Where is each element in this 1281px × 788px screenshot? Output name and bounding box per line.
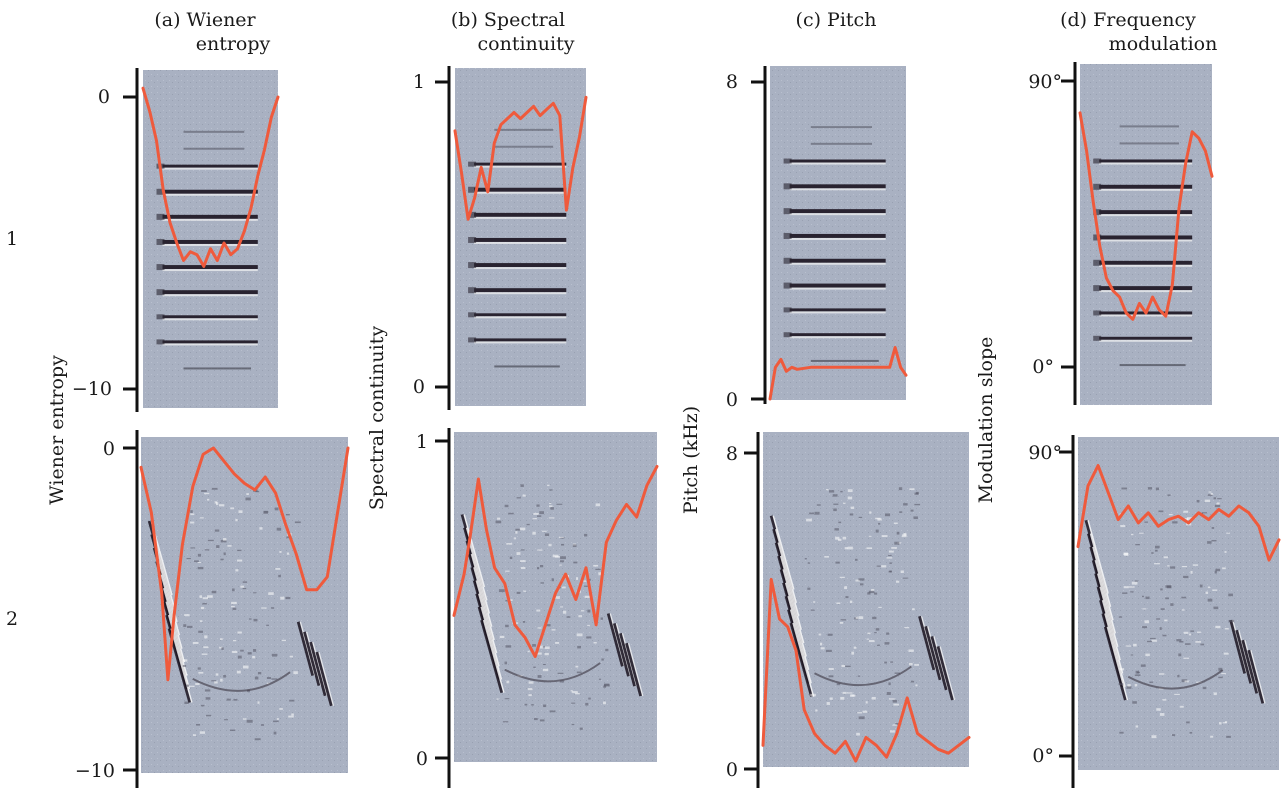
trace-line-a-2 bbox=[139, 446, 350, 682]
spectrogram-b-1 bbox=[455, 68, 586, 406]
tick-a2-top: 0 bbox=[103, 438, 115, 460]
spectrogram-c-2 bbox=[763, 432, 969, 767]
column-b-title-line1: (b) Spectral bbox=[451, 9, 565, 31]
tick-b2-top: 1 bbox=[416, 431, 428, 453]
y-axis-d-2 bbox=[1059, 435, 1075, 788]
spectrogram-d-1 bbox=[1080, 64, 1212, 405]
tick-d1-top: 90° bbox=[1028, 71, 1062, 93]
column-d-title-line1: (d) Frequency bbox=[1060, 9, 1196, 31]
tick-c1-bottom: 0 bbox=[726, 389, 738, 411]
tick-a1-bottom: −10 bbox=[72, 378, 112, 400]
column-a-title-line1: (a) Wiener bbox=[154, 9, 256, 31]
column-b-title-line2: continuity bbox=[478, 33, 575, 55]
y-axis-label-a: Wiener entropy bbox=[46, 355, 68, 505]
trace-line-a-1 bbox=[141, 86, 280, 268]
y-axis-b-2 bbox=[435, 428, 451, 788]
spectrogram-c-1 bbox=[770, 66, 906, 400]
trace-line-b-1 bbox=[453, 95, 588, 221]
tick-b2-bottom: 0 bbox=[416, 748, 428, 770]
tick-c2-bottom: 0 bbox=[726, 759, 738, 781]
row-1-label: 1 bbox=[6, 228, 18, 250]
tick-c2-top: 8 bbox=[726, 443, 738, 465]
row-2-label: 2 bbox=[6, 608, 18, 630]
y-axis-a-2 bbox=[123, 430, 139, 788]
tick-d2-bottom: 0° bbox=[1032, 745, 1054, 767]
tick-b1-bottom: 0 bbox=[413, 376, 425, 398]
y-axis-c-2 bbox=[744, 432, 760, 788]
tick-c1-top: 8 bbox=[726, 71, 738, 93]
tick-a2-bottom: −10 bbox=[75, 760, 115, 782]
tick-d1-bottom: 0° bbox=[1032, 356, 1054, 378]
spectrogram-layer bbox=[141, 64, 1279, 773]
spectrogram-a-1 bbox=[143, 70, 278, 408]
y-axis-label-c: Pitch (kHz) bbox=[680, 406, 702, 514]
trace-layer bbox=[139, 86, 1281, 763]
trace-line-c-1 bbox=[768, 346, 908, 401]
trace-line-d-2 bbox=[1076, 464, 1281, 562]
y-axis-label-d: Modulation slope bbox=[975, 337, 997, 504]
spectrogram-d-2 bbox=[1078, 437, 1279, 770]
y-axis-c-1 bbox=[751, 66, 767, 404]
y-axis-d-1 bbox=[1061, 62, 1077, 405]
spectrogram-a-2 bbox=[141, 437, 348, 773]
column-c-title-line1: (c) Pitch bbox=[796, 9, 877, 31]
tick-d2-top: 90° bbox=[1028, 442, 1062, 464]
column-a-title-line2: entropy bbox=[196, 33, 271, 55]
y-axis-b-1 bbox=[435, 66, 451, 410]
tick-a1-top: 0 bbox=[98, 86, 110, 108]
trace-line-c-2 bbox=[761, 577, 971, 763]
column-d-title-line2: modulation bbox=[1109, 33, 1218, 55]
text-layer: (a) Wiener entropy (b) Spectral continui… bbox=[6, 9, 1217, 782]
y-axis-a-1 bbox=[123, 68, 139, 412]
tick-b1-top: 1 bbox=[413, 71, 425, 93]
axes-layer bbox=[123, 62, 1077, 788]
trace-line-b-2 bbox=[452, 464, 659, 659]
y-axis-label-b: Spectral continuity bbox=[366, 326, 388, 510]
trace-line-d-1 bbox=[1078, 111, 1214, 321]
